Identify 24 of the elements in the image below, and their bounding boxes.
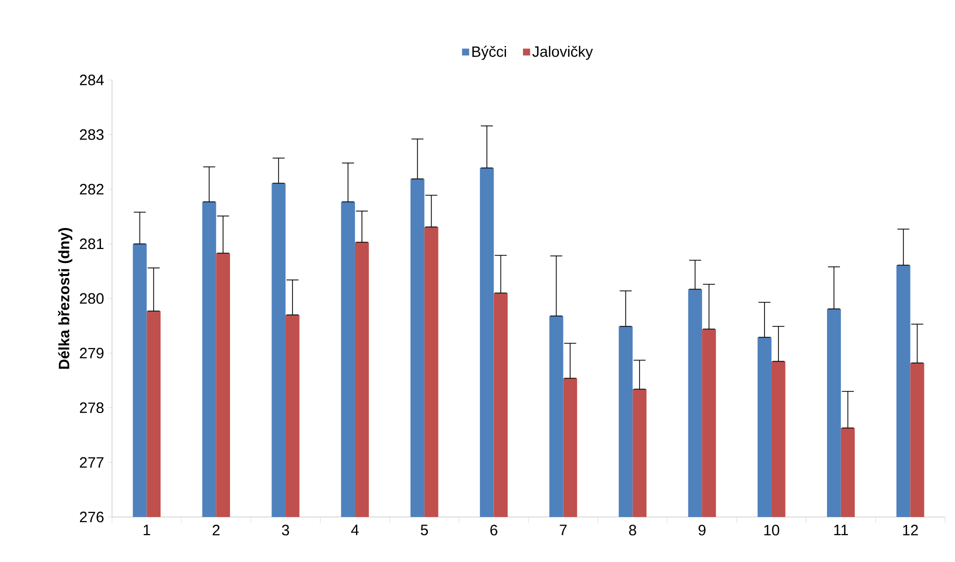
y-tick-label: 281	[80, 238, 104, 250]
y-tick-label: 284	[80, 74, 104, 86]
y-tick-label: 276	[80, 512, 104, 522]
x-tick-label: 4	[351, 524, 359, 536]
y-tick-label: 283	[80, 129, 104, 140]
y-tick-label: 278	[80, 402, 104, 414]
x-tick-label: 5	[420, 524, 428, 536]
x-tick-label: 8	[629, 524, 636, 536]
legend-label: Býčci	[472, 46, 506, 60]
x-tick-label: 12	[903, 524, 918, 536]
x-tick-label: 11	[834, 524, 848, 536]
x-tick-label: 9	[698, 524, 706, 536]
y-tick-label: 277	[80, 457, 104, 468]
y-axis-title: Délka březosti (dny)	[58, 228, 72, 369]
y-tick-label: 280	[80, 293, 104, 304]
y-tick-label: 279	[80, 348, 104, 358]
x-tick-label: 6	[490, 524, 498, 536]
x-tick-label: 1	[144, 524, 150, 536]
x-tick-label: 10	[764, 524, 780, 536]
y-tick-label: 282	[80, 184, 104, 195]
x-tick-label: 2	[212, 524, 220, 536]
x-tick-label: 3	[282, 524, 290, 536]
x-tick-label: 7	[560, 524, 567, 536]
legend-label: Jalovičky	[532, 46, 593, 60]
